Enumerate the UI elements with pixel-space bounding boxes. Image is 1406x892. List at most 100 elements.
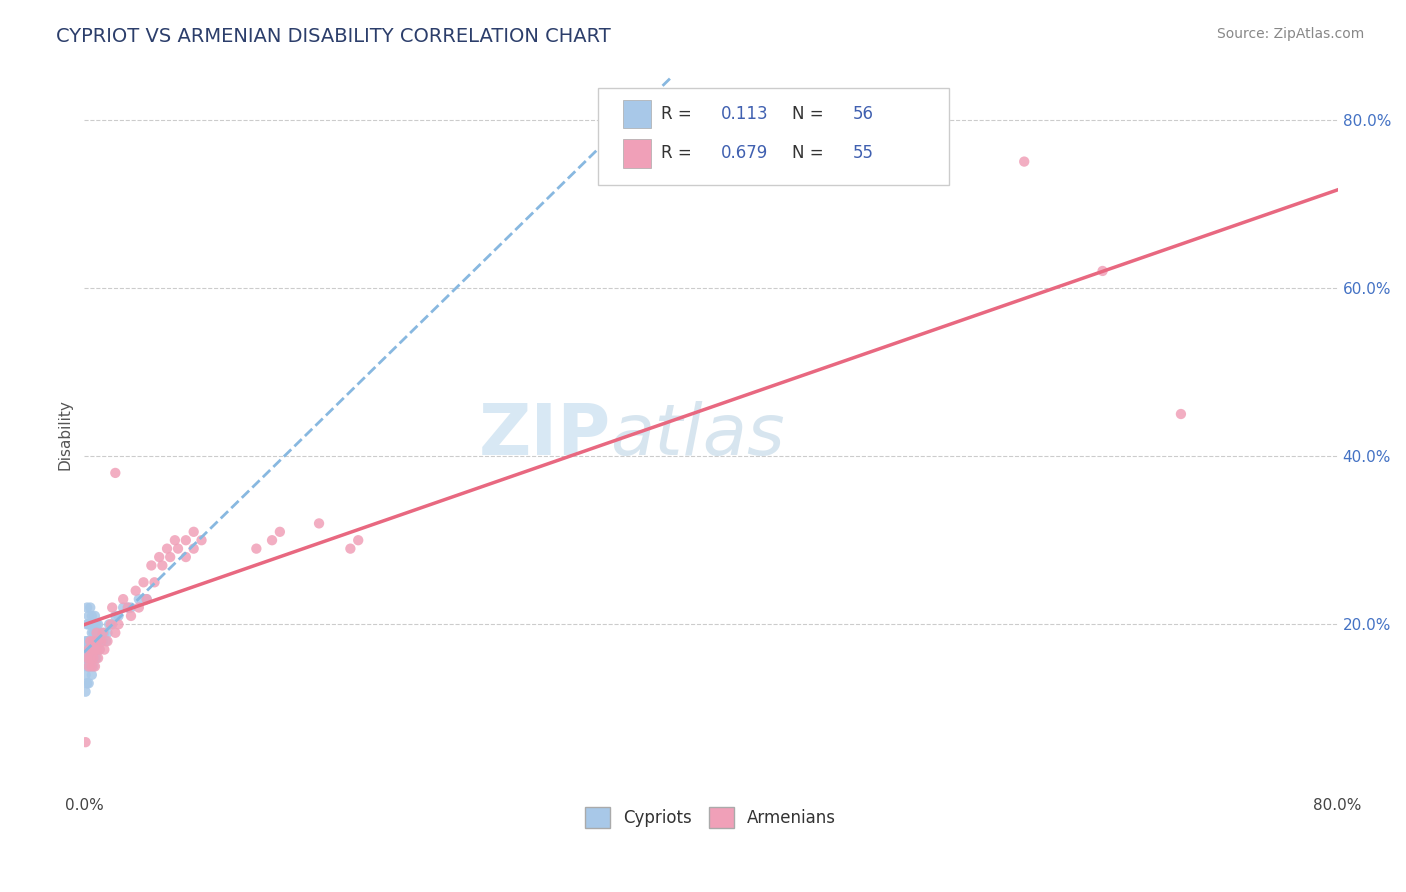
Point bbox=[84, 642, 107, 657]
Point bbox=[167, 541, 190, 556]
Point bbox=[89, 625, 111, 640]
Point bbox=[80, 668, 103, 682]
Point bbox=[98, 617, 121, 632]
Point bbox=[141, 558, 163, 573]
Point bbox=[80, 634, 103, 648]
Text: R =: R = bbox=[661, 105, 696, 123]
Point bbox=[82, 659, 104, 673]
Point bbox=[82, 642, 104, 657]
Point bbox=[107, 609, 129, 624]
Point bbox=[77, 642, 100, 657]
Point bbox=[87, 634, 110, 648]
Point bbox=[82, 625, 104, 640]
Point bbox=[77, 676, 100, 690]
Point bbox=[75, 642, 97, 657]
Point bbox=[245, 541, 267, 556]
Text: R =: R = bbox=[661, 145, 696, 162]
Point bbox=[79, 634, 101, 648]
Point bbox=[75, 684, 97, 698]
Point bbox=[125, 583, 148, 598]
Point bbox=[107, 617, 129, 632]
Y-axis label: Disability: Disability bbox=[58, 400, 72, 470]
Point bbox=[347, 533, 370, 548]
Point bbox=[80, 651, 103, 665]
Point bbox=[143, 575, 166, 590]
Point bbox=[269, 524, 291, 539]
Point bbox=[75, 634, 97, 648]
Point bbox=[87, 651, 110, 665]
Point bbox=[75, 668, 97, 682]
Point bbox=[174, 533, 197, 548]
Point bbox=[87, 617, 110, 632]
Text: ZIP: ZIP bbox=[478, 401, 610, 469]
Point bbox=[79, 659, 101, 673]
Point bbox=[96, 634, 118, 648]
Point bbox=[80, 642, 103, 657]
Point bbox=[86, 634, 108, 648]
Bar bbox=[623, 100, 651, 128]
Point bbox=[94, 634, 117, 648]
Point bbox=[84, 625, 107, 640]
Point bbox=[76, 617, 98, 632]
Point bbox=[76, 651, 98, 665]
Point bbox=[132, 575, 155, 590]
Point bbox=[100, 617, 122, 632]
Point bbox=[174, 550, 197, 565]
Point bbox=[1012, 154, 1035, 169]
Point bbox=[79, 642, 101, 657]
Point bbox=[77, 634, 100, 648]
Point bbox=[120, 609, 142, 624]
Point bbox=[148, 550, 170, 565]
Text: 0.679: 0.679 bbox=[721, 145, 768, 162]
Text: 56: 56 bbox=[852, 105, 873, 123]
Point bbox=[82, 634, 104, 648]
Point bbox=[163, 533, 186, 548]
Point bbox=[77, 609, 100, 624]
Point bbox=[89, 642, 111, 657]
Point bbox=[117, 600, 139, 615]
Point bbox=[91, 634, 114, 648]
FancyBboxPatch shape bbox=[598, 88, 949, 185]
Point bbox=[79, 617, 101, 632]
Point bbox=[112, 592, 135, 607]
Point bbox=[82, 617, 104, 632]
Point bbox=[128, 592, 150, 607]
Point bbox=[135, 592, 157, 607]
Point bbox=[77, 659, 100, 673]
Point bbox=[183, 541, 205, 556]
Point bbox=[89, 642, 111, 657]
Point bbox=[96, 625, 118, 640]
Point bbox=[76, 659, 98, 673]
Bar bbox=[623, 139, 651, 168]
Point bbox=[90, 625, 112, 640]
Point bbox=[77, 659, 100, 673]
Point bbox=[93, 642, 115, 657]
Point bbox=[150, 558, 173, 573]
Point bbox=[339, 541, 361, 556]
Point bbox=[86, 651, 108, 665]
Point bbox=[84, 609, 107, 624]
Point bbox=[84, 659, 107, 673]
Point bbox=[1091, 264, 1114, 278]
Point bbox=[80, 659, 103, 673]
Text: N =: N = bbox=[793, 145, 830, 162]
Point bbox=[76, 651, 98, 665]
Text: N =: N = bbox=[793, 105, 830, 123]
Point bbox=[79, 600, 101, 615]
Point bbox=[86, 642, 108, 657]
Point bbox=[135, 592, 157, 607]
Point bbox=[80, 609, 103, 624]
Point bbox=[120, 600, 142, 615]
Point bbox=[104, 609, 127, 624]
Legend: Cypriots, Armenians: Cypriots, Armenians bbox=[579, 801, 844, 834]
Point bbox=[156, 541, 179, 556]
Point bbox=[76, 634, 98, 648]
Point bbox=[117, 600, 139, 615]
Point bbox=[76, 600, 98, 615]
Point bbox=[86, 617, 108, 632]
Point bbox=[82, 651, 104, 665]
Point bbox=[159, 550, 181, 565]
Point bbox=[77, 617, 100, 632]
Point bbox=[80, 625, 103, 640]
Text: 55: 55 bbox=[852, 145, 873, 162]
